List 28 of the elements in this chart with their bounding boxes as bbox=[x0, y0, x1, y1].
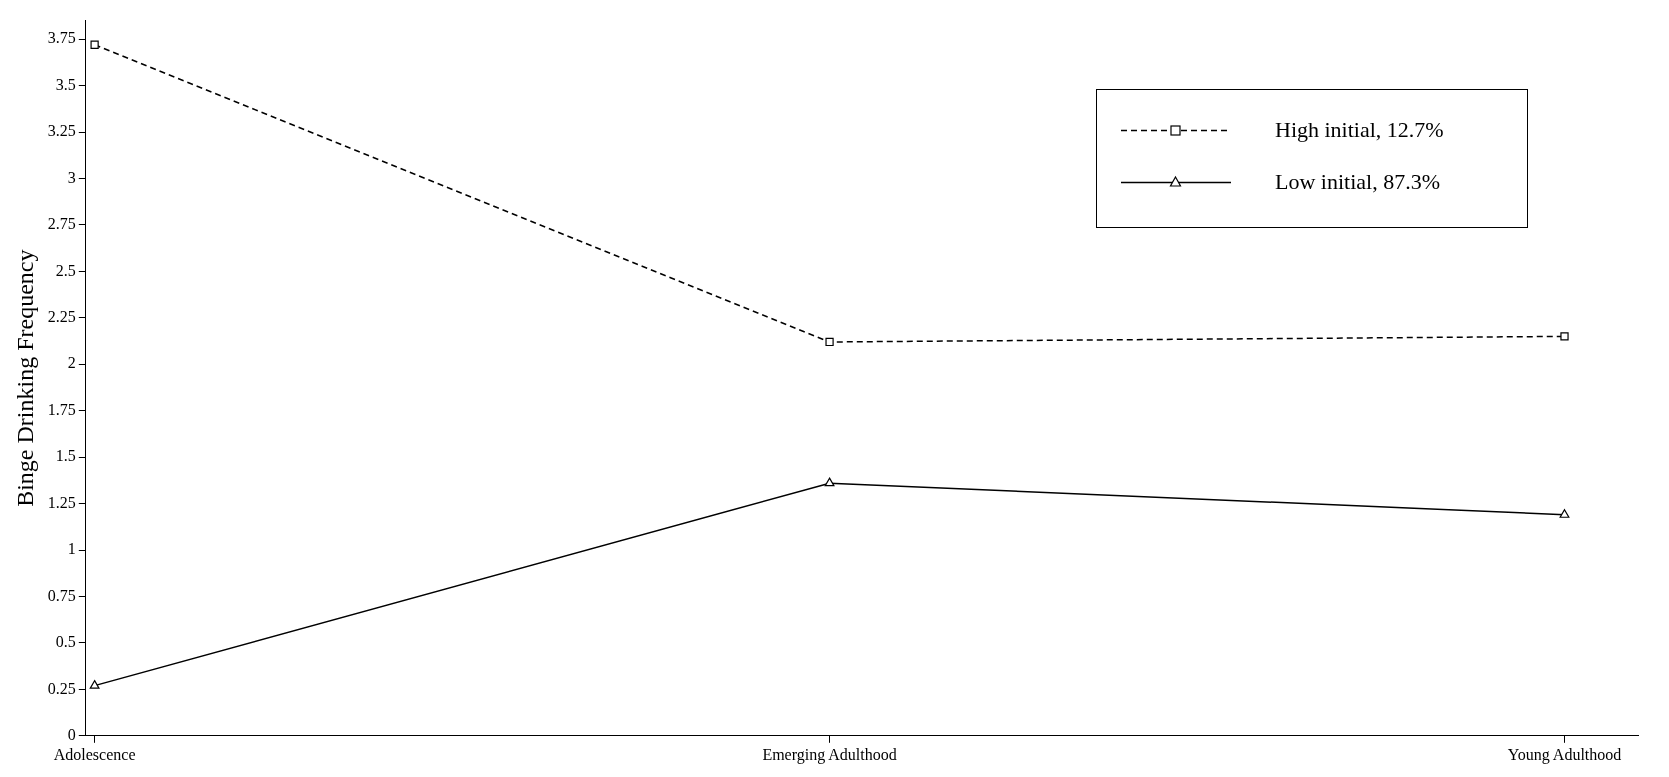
x-tick-label: Emerging Adulthood bbox=[762, 745, 897, 764]
y-tick-label: 1.5 bbox=[55, 447, 76, 465]
y-tick-label: 1 bbox=[67, 540, 76, 558]
y-tick-label: 0.5 bbox=[55, 633, 76, 651]
x-tick-label: Adolescence bbox=[53, 745, 136, 763]
y-tick-label: 3.5 bbox=[55, 75, 76, 93]
y-tick-label: 1.25 bbox=[47, 493, 76, 511]
x-tick-label: Young Adulthood bbox=[1507, 745, 1622, 764]
legend-label: Low initial, 87.3% bbox=[1275, 169, 1440, 195]
y-tick-label: 3.25 bbox=[47, 122, 76, 140]
point bbox=[824, 477, 835, 487]
y-tick-label: 0.25 bbox=[47, 679, 76, 697]
y-axis-title: Binge Drinking Frequency bbox=[11, 249, 38, 507]
point bbox=[825, 337, 834, 347]
point bbox=[1559, 509, 1570, 518]
y-tick-label: 2.75 bbox=[47, 215, 76, 233]
y-tick-label: 1.75 bbox=[47, 400, 76, 418]
legend-label: High initial, 12.7% bbox=[1275, 117, 1444, 143]
point bbox=[90, 40, 99, 49]
y-tick-label: 3 bbox=[67, 168, 76, 186]
y-tick-label: 2.25 bbox=[47, 308, 76, 326]
y-tick-label: 3.75 bbox=[47, 29, 76, 47]
y-tick-label: 2.5 bbox=[55, 261, 76, 279]
y-tick-label: 2 bbox=[67, 354, 76, 372]
y-tick-label: 0.75 bbox=[47, 586, 76, 604]
y-tick-label: 0 bbox=[67, 726, 76, 743]
point bbox=[1560, 332, 1569, 341]
point bbox=[89, 680, 100, 689]
